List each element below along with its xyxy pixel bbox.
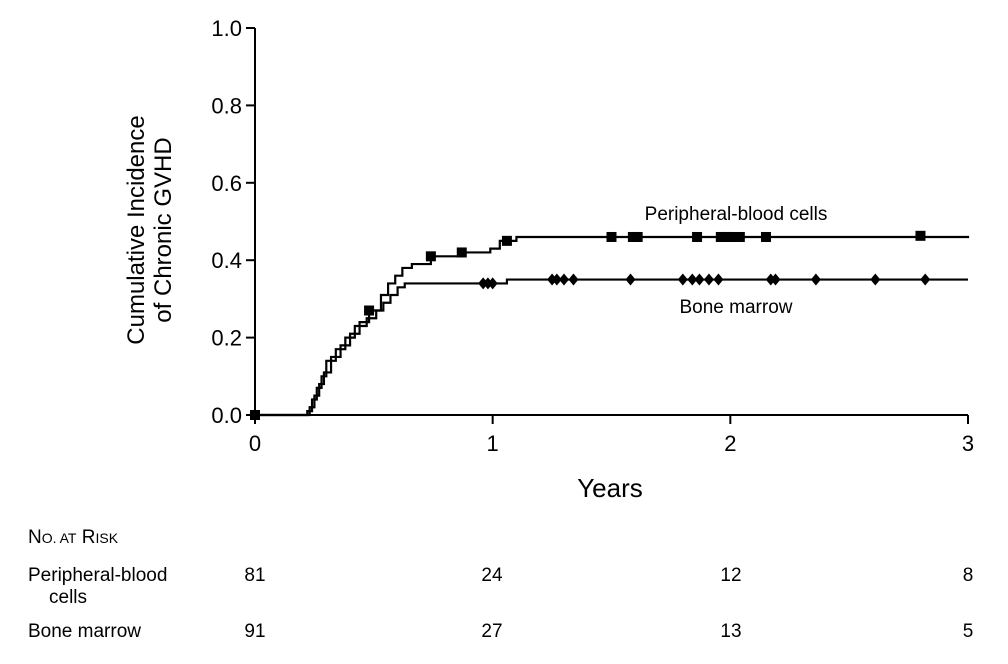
censor-marker-diamond (568, 273, 579, 286)
censor-marker-diamond (487, 277, 498, 290)
censor-marker-square (692, 231, 703, 242)
risk-table-title: NO. AT RISK (28, 527, 118, 549)
censor-marker-diamond (687, 273, 698, 286)
risk-value-bm-2: 13 (720, 621, 742, 642)
y-axis-label-line-1: Cumulative Incidence (123, 115, 150, 345)
censor-marker-square (425, 251, 436, 262)
censor-marker-square (915, 230, 926, 241)
y-tick-label: 0.8 (211, 93, 242, 118)
censor-marker-diamond (770, 273, 781, 286)
x-tick-label: 0 (249, 431, 261, 456)
risk-title-isk: ISK (95, 530, 119, 546)
censor-marker-diamond (558, 273, 569, 286)
censor-marker-square (606, 231, 617, 242)
risk-value-pbc-3: 8 (962, 565, 974, 586)
censor-marker-square (456, 247, 467, 258)
y-tick-label: 0.0 (211, 403, 242, 428)
censor-marker-square (734, 231, 745, 242)
series-line-bone-marrow (255, 278, 968, 417)
risk-title-r: R (76, 527, 96, 548)
censor-marker-square (364, 305, 375, 316)
series-label-bone-marrow: Bone marrow (680, 297, 793, 318)
y-tick-label: 0.6 (211, 171, 242, 196)
risk-value-pbc-2: 12 (720, 565, 742, 586)
series-layer (250, 230, 970, 420)
annotation-layer: Peripheral-blood cells Bone marrow (645, 204, 828, 318)
series-label-peripheral-blood: Peripheral-blood cells (645, 204, 828, 225)
censor-marker-diamond (810, 273, 821, 286)
risk-row-label-bm-line1: Bone marrow (28, 621, 141, 642)
censor-marker-diamond (870, 273, 881, 286)
x-tick-label: 3 (962, 431, 974, 456)
censor-marker-diamond (625, 273, 636, 286)
risk-title-n: N (28, 527, 42, 548)
censor-marker-diamond (694, 273, 705, 286)
y-tick-label: 1.0 (211, 16, 242, 41)
y-tick-label: 0.4 (211, 248, 242, 273)
risk-row-label-pbc: Peripheral-blood cells (28, 565, 167, 609)
censor-marker-diamond (713, 273, 724, 286)
censor-marker-diamond (703, 273, 714, 286)
risk-value-pbc-1: 24 (481, 565, 503, 586)
origin-marker (250, 410, 260, 420)
y-axis-label-container: Cumulative Incidence of Chronic GVHD (118, 60, 182, 400)
censor-marker-diamond (677, 273, 688, 286)
y-axis-label-line-2: of Chronic GVHD (150, 137, 177, 323)
risk-value-bm-3: 5 (962, 621, 974, 642)
x-tick-label: 1 (487, 431, 499, 456)
censor-marker-square (501, 235, 512, 246)
series-line-peripheral-blood (255, 235, 970, 417)
censor-marker-square (632, 231, 643, 242)
y-axis-label: Cumulative Incidence of Chronic GVHD (123, 115, 177, 344)
censor-marker-square (727, 231, 738, 242)
risk-value-pbc-0: 81 (244, 565, 266, 586)
censor-marker-diamond (551, 273, 562, 286)
risk-title-o: O. (41, 530, 57, 546)
risk-row-label-pbc-line2: cells (49, 587, 88, 608)
risk-value-bm-1: 27 (481, 621, 503, 642)
censor-marker-square (760, 231, 771, 242)
risk-row-label-bm: Bone marrow (28, 621, 141, 643)
risk-title-at: AT (56, 530, 77, 546)
y-tick-label: 0.2 (211, 326, 242, 351)
censor-marker-diamond (920, 273, 931, 286)
x-axis-label: Years (577, 473, 643, 503)
x-tick-label: 2 (724, 431, 736, 456)
risk-value-bm-0: 91 (244, 621, 266, 642)
risk-row-label-pbc-line1: Peripheral-blood (28, 565, 168, 586)
axes: 0.0 0.2 0.4 0.6 0.8 1.0 0 1 2 3 (211, 16, 974, 456)
